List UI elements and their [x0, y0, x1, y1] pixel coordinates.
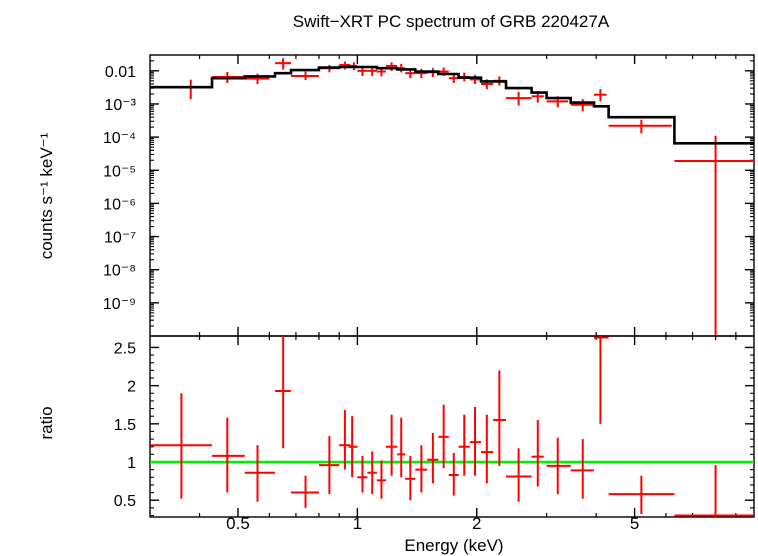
- ratio-y-tick-label: 1.5: [114, 417, 136, 434]
- ratio-y-tick-label: 2.5: [114, 340, 136, 357]
- y-tick-label: 10⁻⁶: [103, 196, 136, 213]
- top-panel-frame: [149, 54, 755, 337]
- chart-title: Swift−XRT PC spectrum of GRB 220427A: [293, 12, 610, 31]
- y-tick-label: 10⁻³: [104, 97, 136, 114]
- bottom-panel-ylabel: ratio: [37, 406, 56, 439]
- y-tick-label: 10⁻⁸: [103, 263, 136, 280]
- x-tick-label: 2: [472, 514, 481, 533]
- y-tick-label: 10⁻⁴: [103, 130, 136, 147]
- ratio-y-tick-label: 2: [127, 379, 136, 396]
- x-tick-label: 1: [353, 514, 362, 533]
- x-tick-label: 0.5: [226, 514, 250, 533]
- y-tick-label: 10⁻⁹: [103, 296, 136, 313]
- ratio-panel: 0.5 1 2 5 0.5 1 1.5 2 2.5: [114, 335, 755, 533]
- ratio-y-tick-label: 0.5: [114, 493, 136, 510]
- y-tick-label: 0.01: [105, 64, 136, 81]
- ratio-y-tick-label: 1: [127, 455, 136, 472]
- bottom-panel-frame: [149, 335, 755, 518]
- spectrum-panel: 0.01 10⁻³ 10⁻⁴ 10⁻⁵ 10⁻⁶ 10⁻⁷ 10⁻⁸ 10⁻⁹: [103, 54, 755, 337]
- y-tick-label: 10⁻⁵: [103, 163, 136, 180]
- y-tick-label: 10⁻⁷: [104, 230, 136, 247]
- top-panel-ylabel: counts s⁻¹ keV⁻¹: [37, 132, 56, 259]
- x-axis-label: Energy (keV): [404, 536, 503, 555]
- x-tick-label: 5: [630, 514, 639, 533]
- model-line: [150, 65, 754, 145]
